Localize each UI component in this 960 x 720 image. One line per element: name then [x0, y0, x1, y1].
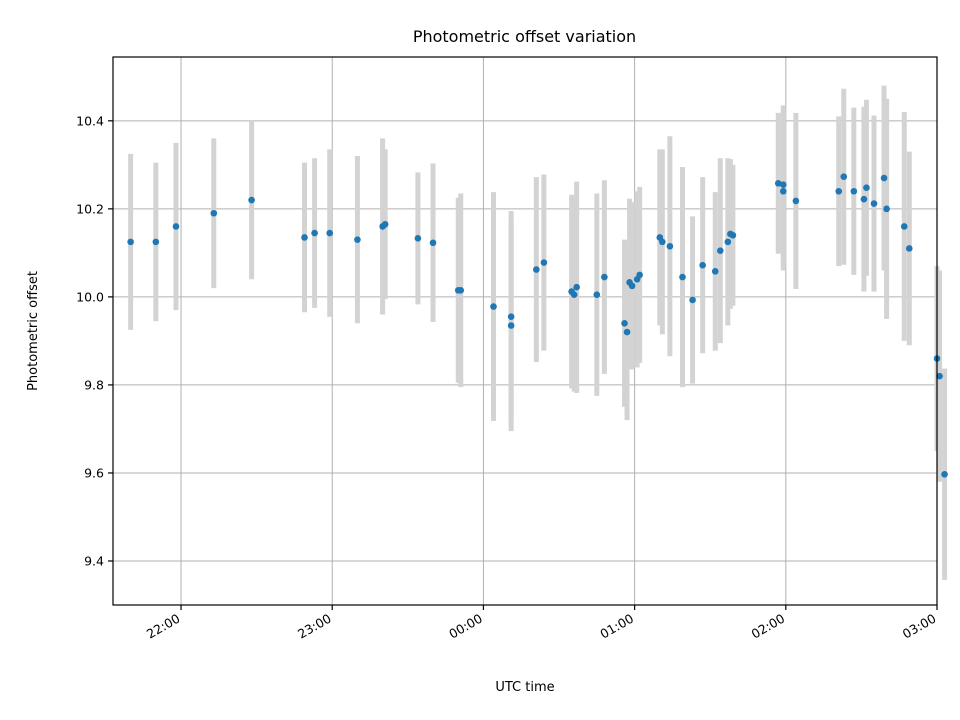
data-point	[621, 319, 628, 327]
data-point	[860, 195, 868, 203]
data-point	[883, 205, 890, 213]
data-point	[941, 470, 948, 478]
data-point	[774, 180, 782, 187]
data-point	[880, 174, 888, 182]
data-point	[248, 196, 255, 204]
data-point	[573, 283, 580, 291]
data-point	[666, 242, 674, 250]
data-point	[301, 234, 308, 241]
data-point	[127, 238, 134, 246]
data-point	[863, 184, 870, 192]
data-point	[711, 268, 719, 275]
data-point	[779, 187, 787, 195]
data-point	[724, 238, 732, 246]
y-tick-label: 10.2	[76, 201, 104, 216]
data-point	[905, 245, 913, 252]
y-tick-label: 9.4	[84, 553, 104, 568]
data-point	[628, 282, 636, 290]
data-point	[792, 197, 800, 205]
data-point	[414, 235, 422, 242]
data-point	[507, 322, 515, 329]
y-tick-label: 10.4	[76, 113, 104, 128]
data-point	[900, 223, 908, 230]
data-point	[689, 296, 696, 304]
chart-title: Photometric offset variation	[413, 27, 636, 46]
data-point	[381, 220, 389, 228]
data-point	[172, 223, 180, 230]
data-point	[354, 236, 361, 243]
data-point	[936, 372, 943, 380]
data-point	[490, 303, 497, 310]
y-tick-label: 9.6	[84, 465, 104, 480]
data-point	[507, 313, 515, 320]
data-point	[570, 291, 578, 298]
data-point	[699, 261, 706, 269]
data-point	[593, 291, 601, 298]
data-point	[716, 247, 724, 254]
data-point	[533, 266, 540, 273]
data-point	[210, 209, 218, 217]
data-point	[429, 239, 437, 247]
data-point	[835, 187, 843, 195]
data-point	[311, 229, 318, 237]
data-point	[659, 238, 666, 246]
data-point	[679, 273, 686, 281]
y-tick-label: 10.0	[76, 289, 104, 304]
data-point	[152, 238, 160, 246]
y-axis: 9.4 9.6 9.8 10.0 10.2 10.4	[76, 113, 113, 568]
x-axis-label: UTC time	[495, 680, 554, 695]
data-point	[729, 231, 737, 239]
data-point	[601, 273, 608, 281]
data-point	[870, 200, 878, 207]
data-point	[850, 187, 858, 195]
data-point	[636, 271, 643, 279]
data-point	[326, 229, 334, 237]
y-axis-label: Photometric offset	[26, 271, 41, 391]
data-point	[840, 173, 848, 181]
point-layer	[127, 173, 948, 478]
data-point	[457, 286, 465, 294]
data-point	[540, 259, 548, 266]
y-tick-label: 9.8	[84, 377, 104, 392]
data-point	[779, 181, 787, 188]
plot-frame	[112, 56, 938, 606]
data-point	[623, 328, 631, 336]
